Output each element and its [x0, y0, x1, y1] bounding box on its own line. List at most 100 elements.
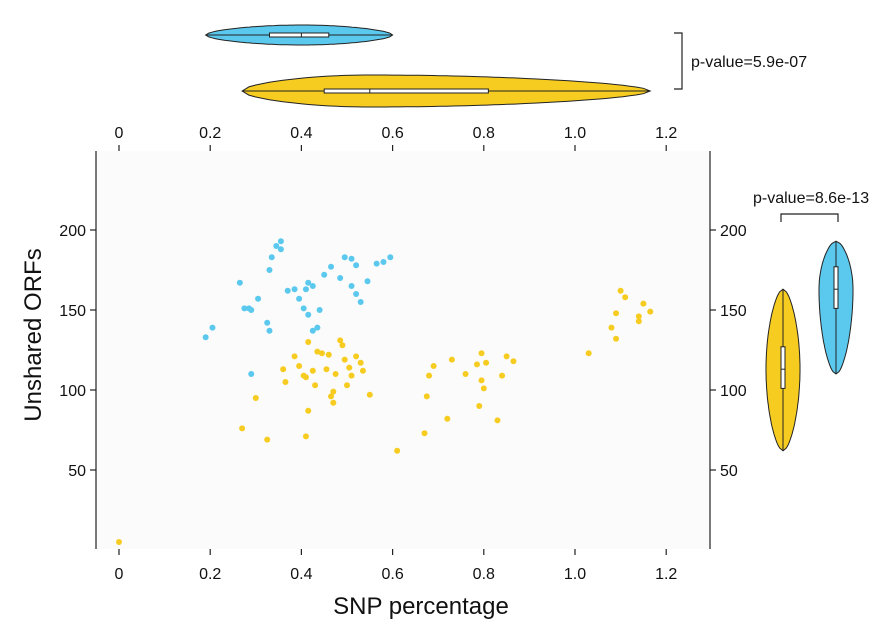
y-axis-title: Unshared ORFs — [20, 248, 47, 421]
scatter-point — [348, 372, 355, 379]
scatter-point — [444, 415, 451, 422]
right-violin-panel — [765, 240, 854, 452]
scatter-point — [209, 324, 216, 331]
scatter-point — [264, 319, 271, 326]
scatter-point — [328, 393, 335, 400]
scatter-point — [608, 324, 615, 331]
scatter-point — [277, 238, 284, 245]
scatter-point — [366, 391, 373, 398]
right-violin-box — [833, 266, 839, 309]
x-axis-title: SNP percentage — [333, 593, 509, 620]
y-axis-right: 50 100 150 200 — [710, 223, 747, 480]
scatter-point — [499, 372, 506, 379]
scatter-point — [255, 295, 262, 302]
scatter-point — [647, 308, 654, 315]
scatter-point — [296, 295, 303, 302]
scatter-point — [585, 350, 592, 357]
scatter-point — [305, 407, 312, 414]
scatter-point — [380, 259, 387, 265]
right-pvalue-bracket — [780, 213, 839, 222]
right-pvalue-label: p-value=8.6e-13 — [753, 190, 869, 207]
x-tick-label-bottom: 0.2 — [199, 566, 221, 583]
scatter-point — [613, 335, 620, 342]
scatter-point — [337, 275, 344, 281]
y-tick-label-right: 150 — [720, 303, 747, 320]
scatter-point — [635, 318, 642, 325]
scatter-point — [480, 385, 487, 392]
scatter-point — [202, 334, 209, 341]
scatter-point — [364, 278, 371, 285]
x-axis-top: 0 0.2 0.4 0.6 0.8 1.0 1.2 — [115, 125, 677, 151]
scatter-point — [280, 366, 287, 373]
x-tick-label-bottom: 0 — [115, 566, 124, 583]
scatter-point — [325, 351, 332, 358]
scatter-point — [314, 324, 321, 331]
y-axis-left: 50 100 150 200 — [59, 223, 96, 480]
scatter-point — [302, 374, 309, 381]
scatter-point — [266, 327, 273, 334]
scatter-point — [305, 279, 312, 286]
scatter-point — [277, 246, 284, 253]
scatter-point — [273, 243, 280, 249]
y-tick-label-right: 200 — [720, 223, 747, 240]
scatter-point — [462, 371, 469, 377]
x-tick-label-bottom: 0.4 — [290, 566, 312, 583]
scatter-point — [478, 377, 485, 384]
scatter-point — [241, 305, 248, 312]
scatter-point — [282, 379, 289, 385]
x-tick-label-bottom: 1.0 — [564, 566, 586, 583]
scatter-point — [328, 263, 335, 270]
scatter-point — [236, 279, 243, 286]
y-tick-label-left: 50 — [68, 463, 86, 480]
top-violin-box — [268, 32, 330, 38]
scatter-point — [341, 254, 348, 261]
scatter-point — [635, 313, 642, 320]
y-tick-label-left: 150 — [59, 303, 86, 320]
scatter-point — [309, 327, 316, 334]
scatter-point — [296, 363, 303, 369]
scatter-point — [248, 307, 255, 313]
scatter-point — [494, 417, 501, 424]
scatter-point — [318, 350, 325, 357]
scatter-points — [116, 238, 654, 545]
scatter-point — [423, 393, 430, 400]
top-pvalue-label: p-value=5.9e-07 — [691, 54, 807, 71]
scatter-point — [421, 430, 428, 437]
x-tick-label-top: 0 — [115, 125, 124, 142]
scatter-point — [353, 262, 360, 269]
scatter-point — [300, 305, 307, 312]
scatter-point — [341, 356, 348, 363]
scatter-point — [252, 395, 259, 401]
x-axis-bottom: 0 0.2 0.4 0.6 0.8 1.0 1.2 — [115, 549, 677, 583]
scatter-point — [448, 356, 455, 363]
scatter-point — [312, 382, 319, 389]
scatter-point — [339, 342, 346, 349]
scatter-point — [640, 300, 647, 307]
scatter-point — [302, 286, 309, 293]
scatter-point — [116, 539, 122, 545]
scatter-point — [473, 361, 480, 368]
scatter-point — [613, 310, 620, 317]
scatter-point — [353, 353, 360, 360]
top-violin-panel — [204, 24, 652, 108]
x-tick-label-bottom: 1.2 — [655, 566, 677, 583]
scatter-point — [344, 382, 350, 389]
scatter-point — [357, 299, 364, 305]
scatter-point — [330, 388, 337, 395]
scatter-point — [353, 291, 360, 297]
scatter-point — [476, 403, 483, 409]
plot-background — [96, 151, 710, 549]
scatter-point — [316, 307, 323, 313]
scatter-point — [357, 359, 364, 366]
scatter-point — [302, 433, 309, 440]
x-tick-label-bottom: 0.8 — [473, 566, 495, 583]
scatter-point — [373, 260, 380, 267]
scatter-point — [266, 267, 273, 273]
y-tick-label-left: 100 — [59, 383, 86, 400]
scatter-point — [503, 353, 510, 360]
top-violin-box — [323, 88, 489, 94]
scatter-point — [430, 363, 437, 369]
scatter-point — [337, 337, 344, 344]
scatter-point — [510, 358, 517, 365]
